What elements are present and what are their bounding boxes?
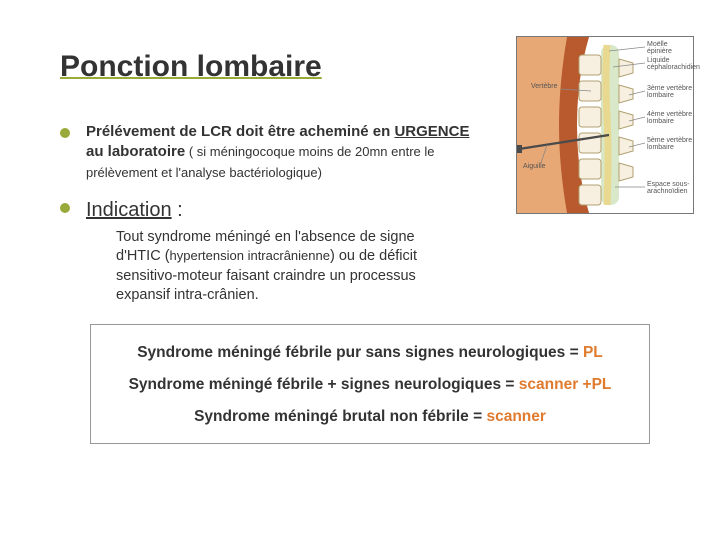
label-v5: 5ème vertèbre lombaire (647, 137, 693, 152)
indication-small: hypertension intracrânienne (170, 248, 330, 263)
indication-label: Indication (86, 199, 172, 221)
indication-colon: : (172, 199, 183, 221)
bullet-icon (60, 203, 70, 213)
box-line-1-orange: PL (583, 344, 603, 361)
label-lcr: Liquide céphalorachidien (647, 57, 693, 72)
bullet-1-text: Prélévement de LCR doit être acheminé en… (86, 122, 480, 183)
box-line-1: Syndrome méningé fébrile pur sans signes… (105, 343, 635, 363)
bullet-1-urgence: URGENCE (394, 123, 469, 140)
box-line-3-orange: scanner (486, 408, 545, 425)
indication-paragraph: Tout syndrome méningé en l'absence de si… (116, 228, 450, 306)
box-line-2-orange: scanner +PL (519, 376, 612, 393)
label-espace: Espace sous-arachnoïdien (647, 181, 693, 196)
label-moelle: Moëlle épinière (647, 41, 693, 56)
box-line-3: Syndrome méningé brutal non fébrile = sc… (105, 407, 635, 427)
label-v3: 3ème vertèbre lombaire (647, 85, 693, 100)
box-line-3-black: Syndrome méningé brutal non fébrile = (194, 408, 486, 425)
bullet-1-bold-suffix: au laboratoire (86, 143, 185, 160)
bullet-2-text: Indication : (86, 197, 183, 224)
bullet-icon (60, 128, 70, 138)
label-aiguille: Aiguille (523, 163, 546, 170)
anatomy-diagram: Moëlle épinière Liquide céphalorachidien… (516, 36, 694, 214)
label-v4: 4ème vertèbre lombaire (647, 111, 693, 126)
box-line-1-black: Syndrome méningé fébrile pur sans signes… (137, 344, 583, 361)
summary-box: Syndrome méningé fébrile pur sans signes… (90, 324, 650, 444)
label-vertebre: Vertèbre (531, 83, 557, 90)
box-line-2: Syndrome méningé fébrile + signes neurol… (105, 375, 635, 395)
box-line-2-black: Syndrome méningé fébrile + signes neurol… (129, 376, 519, 393)
bullet-1-bold-prefix: Prélévement de LCR doit être acheminé en (86, 123, 394, 140)
